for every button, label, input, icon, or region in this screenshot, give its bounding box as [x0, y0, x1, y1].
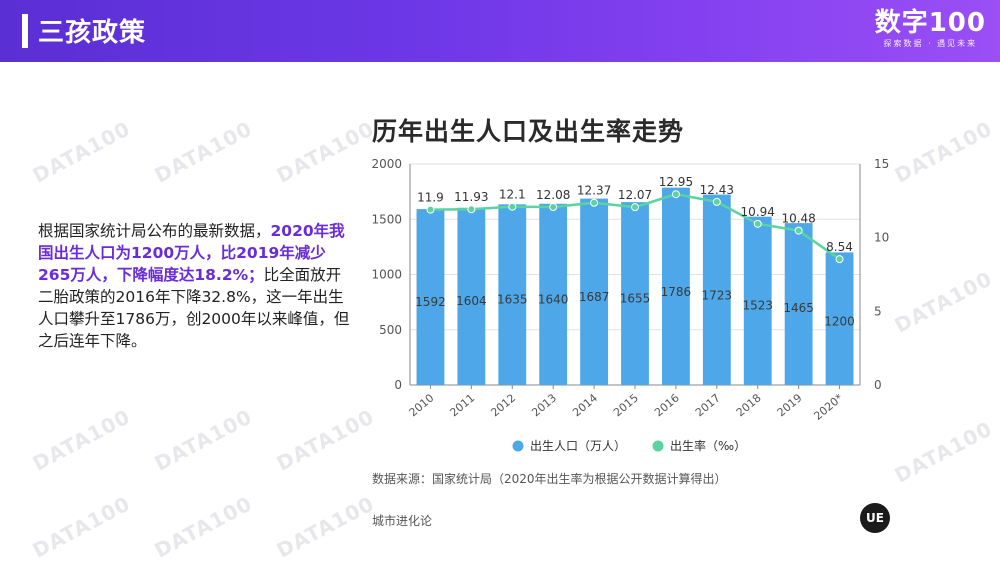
birth-rate-point — [467, 205, 476, 214]
birth-rate-label: 12.07 — [618, 188, 652, 202]
y-tick-label-left: 1000 — [371, 268, 402, 282]
birth-rate-label: 12.37 — [577, 184, 611, 198]
title-accent — [22, 14, 28, 48]
bar — [416, 209, 445, 385]
birth-rate-label: 12.43 — [700, 183, 734, 197]
bar-value-label: 1640 — [538, 292, 569, 306]
bar-value-label: 1723 — [702, 288, 733, 302]
watermark: DATA100 — [890, 266, 997, 338]
legend-marker-birth-rate — [652, 440, 664, 452]
bar — [539, 203, 568, 385]
brand-logo: 数字100 探索数据 · 遇见未来 — [875, 8, 986, 50]
description-text: 根据国家统计局公布的最新数据，2020年我国出生人口为1200万人，比2019年… — [38, 220, 356, 352]
description-part1: 根据国家统计局公布的最新数据， — [38, 222, 271, 240]
birth-rate-point — [671, 190, 680, 199]
birth-rate-label: 12.08 — [536, 188, 570, 202]
birth-rate-point — [835, 255, 844, 264]
birth-rate-label: 12.1 — [499, 188, 526, 202]
birth-rate-point — [794, 226, 803, 235]
birth-rate-label: 10.94 — [741, 205, 775, 219]
y-tick-label-right: 10 — [874, 231, 889, 245]
bar — [784, 223, 813, 385]
watermark: DATA100 — [150, 116, 257, 188]
chart-title: 历年出生人口及出生率走势 — [372, 117, 685, 146]
x-tick-label: 2019 — [775, 391, 805, 419]
birth-rate-label: 11.93 — [454, 190, 488, 204]
x-tick-label: 2015 — [611, 391, 641, 419]
x-tick-label: 2017 — [693, 391, 723, 419]
y-tick-label-right: 0 — [874, 378, 882, 392]
logo-sub-text: 探索数据 · 遇见未来 — [883, 39, 978, 48]
birth-rate-label: 12.95 — [659, 175, 693, 189]
y-tick-label-left: 1500 — [371, 212, 402, 226]
header-bar: 三孩政策 数字100 探索数据 · 遇见未来 — [0, 0, 1000, 62]
bar-value-label: 1687 — [579, 290, 610, 304]
bar-value-label: 1635 — [497, 293, 528, 307]
bar — [662, 187, 690, 385]
description-part2: 比全面放开二胎政策的2016年下降32.8%，这一年出生人口攀升至1786万，创… — [38, 266, 350, 350]
watermark: DATA100 — [28, 491, 135, 563]
x-tick-label: 2014 — [570, 391, 600, 419]
y-tick-label-right: 15 — [874, 157, 889, 171]
bar-value-label: 1604 — [456, 294, 487, 308]
bar-value-label: 1200 — [824, 314, 855, 328]
birth-rate-point — [631, 203, 639, 212]
bar — [825, 252, 854, 385]
bar — [702, 194, 731, 385]
bar-value-label: 1786 — [661, 285, 692, 299]
bar — [743, 216, 772, 385]
y-tick-label-left: 500 — [379, 323, 402, 337]
birth-rate-label: 8.54 — [826, 240, 853, 254]
ue-logo: UE — [860, 503, 890, 533]
logo-main-text: 数字100 — [874, 8, 986, 38]
bar-value-label: 1523 — [742, 298, 773, 312]
y-tick-label-left: 0 — [394, 378, 402, 392]
bar-value-label: 1655 — [620, 292, 651, 306]
x-tick-label: 2010 — [407, 391, 437, 419]
watermark: DATA100 — [28, 404, 135, 476]
bar — [580, 198, 608, 385]
watermark: DATA100 — [890, 116, 997, 188]
x-tick-label: 2013 — [529, 391, 559, 419]
birth-chart: 0 500 1000 1500 2000 0 5 10 15 1592 2010 1604 2011 16… — [371, 157, 889, 453]
watermark: DATA100 — [272, 491, 379, 563]
x-tick-label: 2018 — [734, 391, 764, 419]
bar — [498, 204, 527, 385]
page-title: 三孩政策 — [38, 18, 147, 48]
x-tick-label: 2011 — [447, 391, 477, 419]
description-highlight: 2020年我国出生人口为1200万人，比2019年减少265万人，下降幅度达18… — [38, 222, 345, 284]
x-tick-label: 2020* — [811, 391, 845, 423]
watermark: DATA100 — [28, 116, 135, 188]
birth-rate-point — [426, 205, 435, 214]
birth-rate-point — [508, 202, 517, 211]
bar — [457, 207, 486, 385]
watermark: DATA100 — [150, 491, 257, 563]
legend-label-births: 出生人口（万人） — [530, 439, 626, 453]
birth-rate-label: 11.9 — [417, 191, 444, 205]
birth-rate-point — [712, 197, 721, 206]
watermark: DATA100 — [150, 404, 257, 476]
legend-marker-births — [512, 440, 524, 452]
y-tick-label-left: 2000 — [371, 157, 402, 171]
bar-value-label: 1465 — [783, 301, 814, 315]
birth-rate-point — [753, 219, 762, 228]
x-tick-label: 2012 — [488, 391, 518, 419]
legend-label-birth-rate: 出生率（‰） — [670, 438, 746, 453]
birth-rate-label: 10.48 — [781, 212, 815, 226]
birth-rate-point — [590, 198, 599, 207]
data-source-note: 数据来源：国家统计局（2020年出生率为根据公开数据计算得出） — [372, 472, 727, 486]
x-tick-label: 2016 — [652, 391, 682, 419]
brand-name: 城市进化论 — [372, 514, 433, 528]
birth-rate-point — [549, 203, 558, 212]
bar-value-label: 1592 — [415, 295, 446, 309]
bar — [621, 202, 649, 385]
y-tick-label-right: 5 — [874, 304, 882, 318]
watermark: DATA100 — [890, 416, 997, 488]
